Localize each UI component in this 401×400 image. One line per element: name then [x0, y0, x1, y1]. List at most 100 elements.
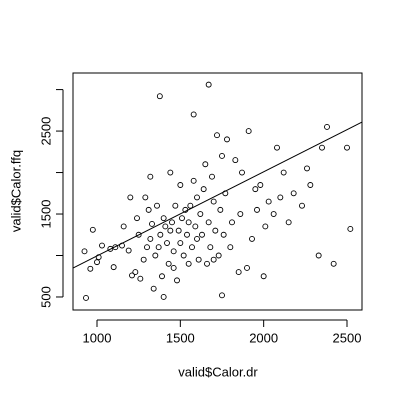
point [304, 165, 310, 172]
point [319, 144, 325, 151]
point [94, 259, 100, 266]
point [207, 244, 214, 251]
point [200, 186, 207, 193]
plot-box [72, 72, 363, 311]
point [129, 272, 135, 279]
point [156, 93, 163, 100]
point [147, 235, 154, 242]
point [347, 226, 354, 232]
y-tick-label: 1500 [38, 200, 53, 229]
point [285, 219, 292, 226]
point [194, 235, 200, 242]
point [154, 202, 160, 209]
point [212, 227, 219, 234]
point [277, 194, 284, 201]
point [195, 256, 202, 263]
point [260, 273, 267, 280]
point [290, 190, 297, 197]
point [190, 111, 197, 118]
point [81, 248, 88, 255]
point [155, 244, 162, 251]
point [135, 231, 142, 238]
point [110, 264, 117, 271]
y-tick-label: 500 [38, 286, 53, 308]
point [144, 244, 150, 251]
point [177, 182, 184, 188]
point [237, 211, 244, 217]
point [179, 215, 185, 222]
point [235, 269, 242, 276]
point [324, 123, 330, 130]
x-tick-label: 1000 [83, 330, 112, 345]
point [219, 153, 225, 159]
point [199, 231, 205, 238]
point [190, 177, 197, 184]
point [330, 260, 337, 267]
point [164, 240, 170, 247]
x-tick-label: 2000 [249, 330, 278, 345]
point [307, 182, 314, 188]
point [274, 144, 280, 151]
point [145, 206, 152, 213]
point [112, 244, 119, 251]
point [174, 277, 180, 284]
point [167, 169, 174, 176]
point [210, 198, 217, 205]
point [194, 194, 200, 201]
point [160, 215, 167, 222]
point [210, 256, 217, 263]
point [89, 226, 96, 233]
point [132, 269, 139, 276]
point [205, 219, 212, 226]
point [245, 128, 252, 135]
x-tick-label: 2500 [333, 330, 362, 345]
point [127, 194, 134, 201]
point [152, 252, 159, 259]
point [257, 182, 264, 188]
point [209, 173, 215, 180]
fit-line [72, 121, 363, 269]
point [184, 231, 190, 238]
point [172, 202, 179, 209]
point [219, 292, 225, 299]
point [215, 252, 222, 259]
point [229, 219, 235, 226]
point [315, 252, 322, 259]
point [83, 295, 89, 301]
point [220, 231, 227, 238]
point [137, 275, 144, 282]
point [224, 136, 230, 143]
point [160, 294, 167, 300]
point [262, 223, 269, 230]
point [165, 260, 172, 267]
point [159, 273, 165, 280]
point [150, 285, 157, 292]
x-axis-title: valid$Calor.dr [178, 364, 258, 379]
point [197, 211, 204, 217]
point [157, 231, 164, 238]
point [180, 252, 187, 259]
point [134, 215, 140, 222]
point [192, 223, 199, 230]
point [299, 202, 305, 209]
point [344, 144, 350, 151]
point [244, 264, 250, 271]
point [270, 211, 277, 217]
point [217, 206, 224, 213]
point [249, 235, 255, 242]
point [140, 256, 147, 263]
point [205, 81, 212, 88]
point [185, 219, 192, 226]
point [162, 223, 169, 230]
point [214, 132, 220, 139]
point [167, 227, 174, 234]
x-tick-label: 1500 [166, 330, 195, 345]
point [204, 260, 210, 267]
point [265, 198, 272, 205]
point [99, 242, 105, 249]
point [147, 173, 154, 180]
point [120, 223, 127, 230]
point [149, 221, 155, 227]
